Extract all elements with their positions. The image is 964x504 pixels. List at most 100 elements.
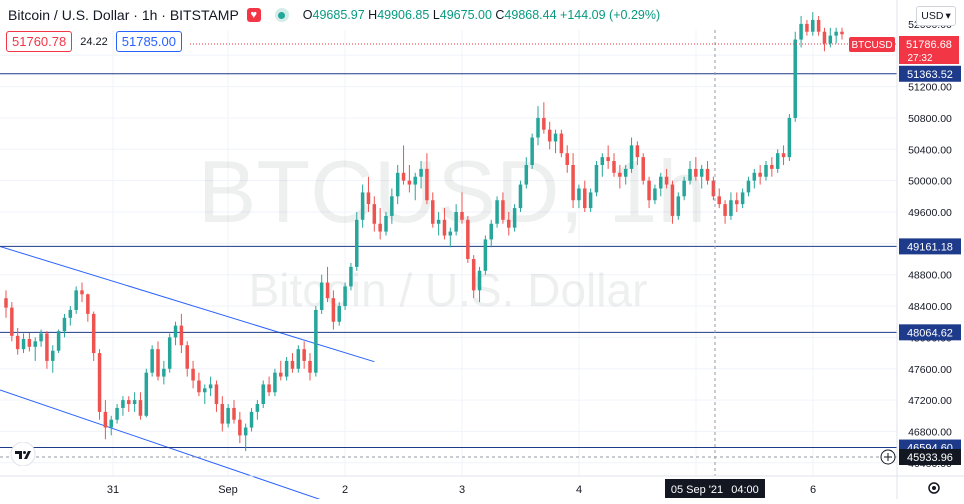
- candle: [372, 196, 377, 232]
- candle-body: [629, 145, 634, 169]
- candle: [314, 306, 318, 377]
- candle-body: [694, 168, 698, 177]
- candle-body: [641, 157, 645, 181]
- candle: [436, 211, 441, 236]
- candle-body: [571, 164, 575, 201]
- level-label-bg: [899, 65, 961, 82]
- currency-dropdown[interactable]: USD ▾: [916, 6, 956, 26]
- candle: [553, 129, 558, 154]
- candle: [577, 184, 581, 209]
- candle-body: [659, 176, 663, 189]
- candle-body: [606, 157, 610, 162]
- candle: [775, 149, 780, 173]
- candle: [401, 145, 406, 185]
- candle: [559, 129, 564, 158]
- candle: [150, 345, 154, 377]
- candle-body: [56, 331, 61, 351]
- candle: [144, 368, 149, 418]
- candle: [80, 282, 84, 303]
- candle-body: [132, 400, 137, 405]
- settings-gear-icon[interactable]: [928, 482, 940, 494]
- candle-body: [466, 219, 470, 260]
- candle-body: [770, 164, 774, 169]
- candle: [366, 176, 371, 212]
- crosshair-date-text: 05 Sep '21: [671, 484, 723, 496]
- candle: [302, 341, 306, 369]
- candle-body: [232, 407, 236, 420]
- add-alert-button[interactable]: [880, 449, 896, 465]
- candle-body: [583, 188, 587, 209]
- candle-body: [173, 325, 178, 338]
- time-tick-label: 6: [810, 484, 816, 496]
- candle: [267, 376, 271, 397]
- buy-button[interactable]: 51785.00: [115, 31, 182, 52]
- candle: [828, 27, 833, 48]
- descending-channel[interactable]: [0, 246, 375, 503]
- candle-body: [436, 219, 441, 224]
- candle-body: [279, 372, 283, 377]
- candle-body: [390, 196, 394, 216]
- candle: [355, 211, 359, 271]
- candle-body: [793, 39, 797, 118]
- candle-body: [758, 172, 762, 177]
- level-label-bg: [899, 238, 961, 255]
- candle-body: [647, 180, 651, 201]
- candle: [822, 27, 827, 52]
- candle: [466, 215, 470, 263]
- candle: [688, 161, 692, 185]
- candle-body: [314, 309, 318, 373]
- symbol-title[interactable]: Bitcoin / U.S. Dollar · 1h · BITSTAMP: [8, 7, 239, 23]
- low-value: 49675.00: [439, 8, 492, 22]
- candle: [507, 211, 511, 236]
- candle-body: [191, 368, 195, 381]
- watermark: BTCUSD, 1h Bitcoin / U.S. Dollar: [198, 142, 707, 316]
- candle-body: [243, 427, 248, 436]
- candle-body: [512, 208, 517, 228]
- ohlc-values: O49685.97 H49906.85 L49675.00 C49868.44 …: [302, 8, 661, 22]
- price-tick-label: 50800.00: [908, 113, 952, 125]
- candle-body: [302, 349, 306, 361]
- candle: [471, 255, 476, 299]
- candle-body: [144, 372, 149, 416]
- candle-body: [127, 400, 131, 405]
- candle: [489, 219, 493, 248]
- candles: [4, 12, 844, 452]
- candle: [138, 392, 143, 420]
- candle: [588, 188, 593, 212]
- candle-body: [635, 145, 640, 158]
- candle-body: [746, 180, 751, 193]
- horizontal-levels[interactable]: [0, 73, 897, 449]
- candle-body: [431, 200, 435, 224]
- candle: [641, 153, 645, 185]
- candle-body: [337, 306, 341, 322]
- candle: [407, 164, 412, 193]
- candle: [518, 180, 523, 212]
- candle: [752, 168, 757, 189]
- candle-body: [483, 239, 488, 271]
- candle-body: [214, 384, 219, 405]
- candle-body: [460, 211, 464, 220]
- heart-icon[interactable]: ♥: [246, 8, 261, 22]
- candle-body: [45, 333, 49, 361]
- candle: [413, 172, 417, 201]
- candle: [705, 161, 710, 185]
- candle-body: [162, 368, 166, 377]
- candle: [127, 396, 131, 412]
- channel-upper-line: [0, 246, 375, 363]
- price-tick-label: 48400.00: [908, 301, 952, 313]
- sell-button[interactable]: 51760.78: [6, 31, 73, 52]
- chart-header: Bitcoin / U.S. Dollar · 1h · BITSTAMP ♥ …: [0, 0, 660, 30]
- candle-body: [618, 172, 622, 177]
- candle: [74, 286, 78, 314]
- candle-body: [97, 353, 102, 412]
- candle-body: [425, 168, 429, 201]
- level-label-bg: [899, 324, 961, 341]
- level-label-text: 49161.18: [907, 241, 953, 253]
- candle-body: [15, 335, 20, 350]
- candle-body: [542, 117, 546, 130]
- candle: [758, 164, 762, 185]
- candle: [45, 331, 49, 369]
- candle-body: [156, 349, 160, 377]
- candle: [781, 145, 786, 165]
